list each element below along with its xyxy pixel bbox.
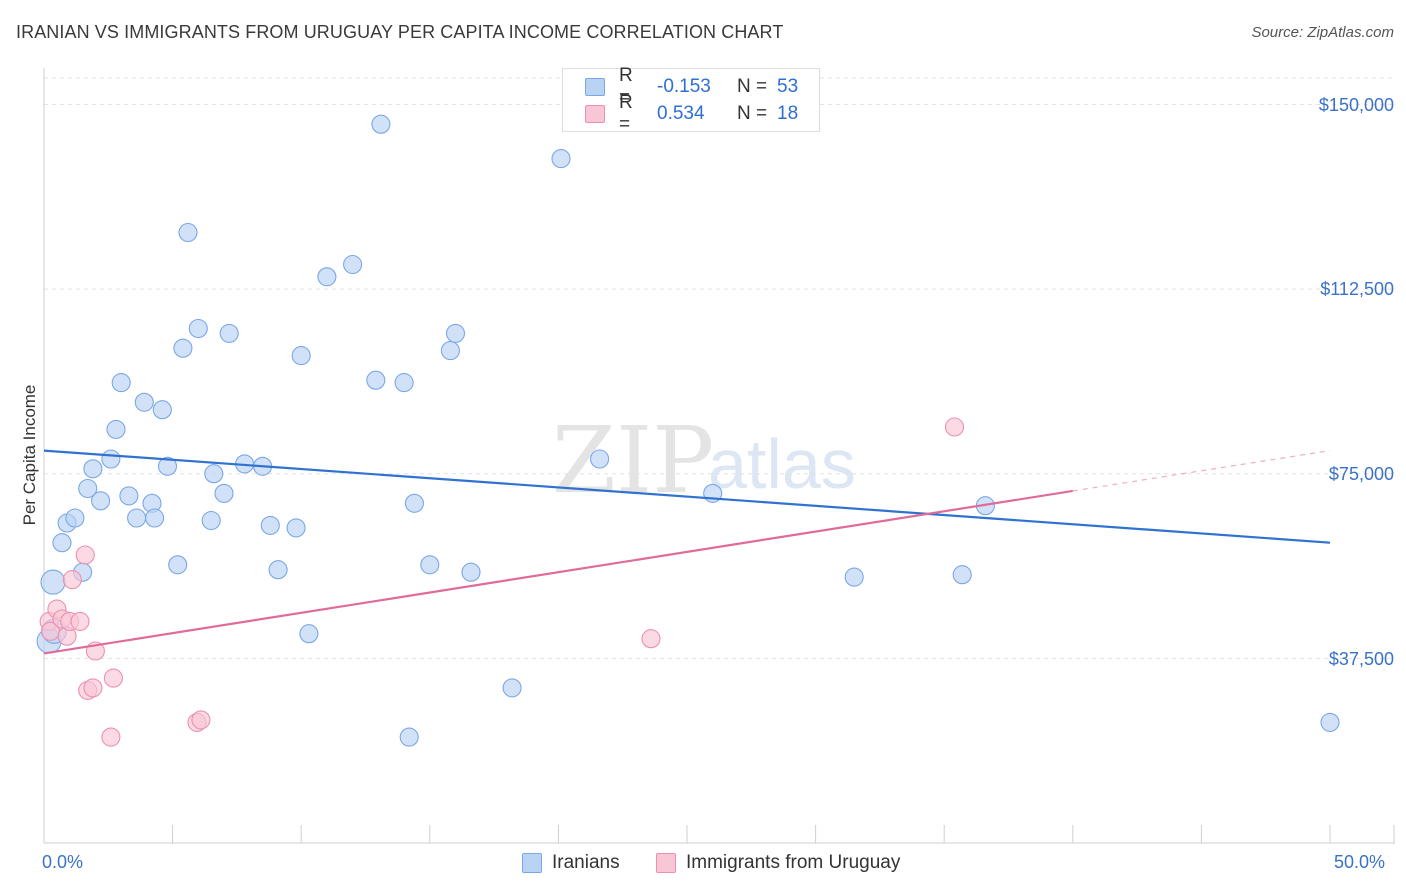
legend-n-label: N = [737,76,768,97]
point-iranians [551,149,571,169]
point-iranians [178,222,198,243]
point-iranians [201,510,221,531]
trend-line-uruguay-extension [1072,449,1331,492]
point-iranians [399,727,419,747]
point-iranians [291,346,311,366]
point-uruguay [944,417,965,437]
series-swatch-iranians [522,853,542,873]
point-iranians [106,419,126,439]
watermark-atlas: atlas [708,425,856,503]
data-points [36,114,1340,747]
point-uruguay [103,668,123,688]
axes [43,68,1395,844]
legend-n-value: 18 [777,103,799,124]
point-iranians [440,341,460,361]
point-iranians [952,565,972,585]
series-label-iranians: Iranians [552,852,620,873]
point-iranians [52,533,72,553]
point-iranians [502,678,522,698]
point-uruguay [191,710,211,730]
point-iranians [214,483,234,503]
point-iranians [286,518,306,538]
point-iranians [366,370,386,390]
point-iranians [268,560,288,580]
trend-lines [43,449,1331,655]
point-iranians [145,508,165,528]
point-iranians [445,323,466,343]
point-uruguay [62,570,82,590]
legend-swatch-uruguay [585,105,605,123]
point-iranians [317,267,337,287]
point-iranians [260,515,280,535]
point-iranians [168,555,188,575]
point-iranians [219,323,239,343]
series-label-uruguay: Immigrants from Uruguay [686,852,901,873]
watermark-zip: ZIP [552,407,714,514]
point-iranians [420,555,440,575]
source-label: Source: ZipAtlas.com [1251,24,1394,41]
y-tick-label: $112,500 [1320,279,1394,300]
point-iranians [394,373,414,393]
point-iranians [111,373,131,393]
legend-r-label: R = [619,92,633,135]
legend-r-value: -0.153 [657,76,711,97]
series-legend-uruguay: Immigrants from Uruguay [656,852,900,874]
point-uruguay [641,629,661,649]
x-tick-label-min: 0.0% [42,852,84,872]
point-iranians [127,508,147,528]
point-iranians [101,449,121,469]
legend-r-label: R = [619,65,633,108]
point-iranians [91,491,111,511]
point-uruguay [83,678,103,698]
point-iranians [119,486,139,506]
y-tick-label: $75,000 [1328,464,1394,485]
point-iranians [590,449,610,469]
point-iranians [404,493,424,513]
point-iranians [40,569,66,595]
x-tick-label-max: 50.0% [1334,852,1386,872]
point-iranians [134,392,154,412]
legend-n-value: 53 [777,76,799,97]
point-iranians [65,508,85,528]
point-iranians [204,464,224,484]
series-swatch-uruguay [656,853,676,873]
point-iranians [844,567,864,587]
legend-r-value: 0.534 [657,103,705,124]
legend-row-uruguay: R = 0.534 N = 18 [585,92,799,135]
correlation-legend: R = -0.153 N = 53 R = 0.534 N = 18 [562,65,820,135]
point-iranians [173,338,193,358]
legend-swatch-iranians [585,78,605,96]
point-iranians [188,318,208,339]
point-iranians [152,400,172,420]
grid-lines [44,77,1395,659]
y-tick-label: $37,500 [1328,648,1394,669]
point-uruguay [101,727,121,747]
legend-row-iranians: R = -0.153 N = 53 [585,65,799,108]
point-iranians [1320,712,1340,732]
y-tick-label: $150,000 [1318,94,1394,115]
point-iranians [461,562,481,582]
point-iranians [83,459,103,479]
point-iranians [78,478,98,499]
chart-title: IRANIAN VS IMMIGRANTS FROM URUGUAY PER C… [16,22,784,42]
legend-n-label: N = [737,103,768,124]
point-iranians [343,254,363,275]
point-iranians [371,114,391,134]
point-uruguay [70,611,90,631]
trend-line-iranians [43,449,1331,544]
point-uruguay [75,545,95,565]
point-iranians [157,456,178,476]
series-legend-iranians: Iranians [522,852,620,874]
point-iranians [299,624,319,644]
trend-line-uruguay [43,489,1073,655]
